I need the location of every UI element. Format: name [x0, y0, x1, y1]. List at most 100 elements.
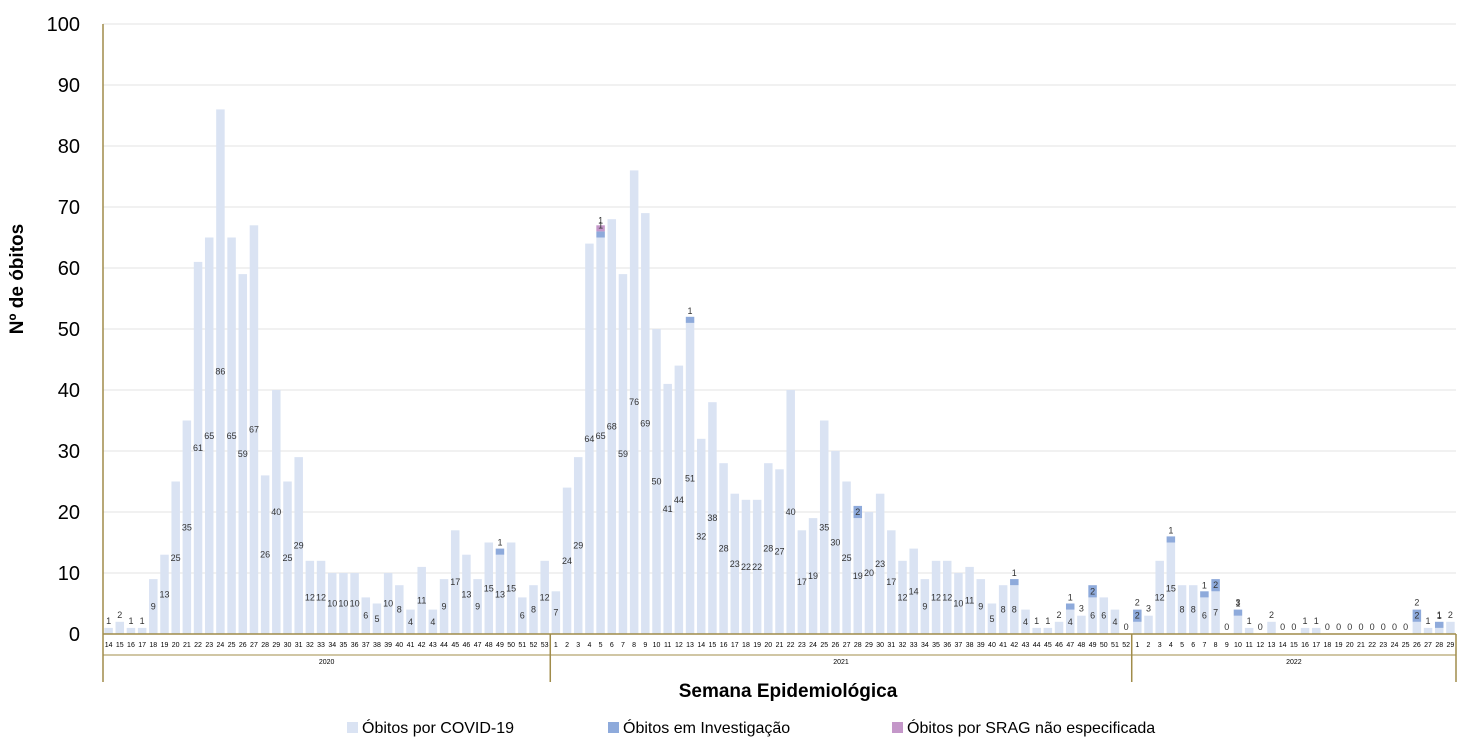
data-label-investigation: 2 [1414, 611, 1419, 621]
x-tick-label: 29 [865, 642, 873, 649]
bar-segment [439, 579, 449, 634]
bar-segment [909, 548, 918, 634]
x-tick-label: 42 [418, 642, 426, 649]
x-tick-label: 32 [306, 642, 314, 649]
x-tick-label: 30 [284, 642, 292, 649]
data-label: 0 [1358, 622, 1363, 632]
x-tick-label: 36 [351, 642, 359, 649]
bar-segment [327, 573, 337, 634]
data-label-investigation: 1 [1168, 525, 1173, 535]
x-tick-label: 51 [1111, 642, 1119, 649]
bar-segment [652, 329, 661, 634]
data-label: 69 [640, 419, 650, 429]
data-label: 26 [260, 550, 270, 560]
data-label: 4 [408, 617, 413, 627]
x-tick-label: 31 [887, 642, 895, 649]
bar-segment [1166, 542, 1176, 634]
x-tick-label: 16 [1301, 642, 1309, 649]
bar-segment [160, 554, 169, 634]
x-tick-label: 44 [1033, 642, 1041, 649]
bar-segment [1211, 591, 1220, 634]
x-tick-label: 29 [272, 642, 280, 649]
x-tick-label: 42 [1010, 642, 1018, 649]
data-label: 4 [1023, 617, 1028, 627]
bar-segment [1412, 609, 1422, 622]
bar-segment [1010, 585, 1019, 634]
data-label: 8 [1180, 605, 1185, 615]
bar-segment [1446, 621, 1455, 634]
data-label: 1 [140, 616, 145, 626]
bar-segment [506, 542, 516, 634]
bar-segment [193, 261, 203, 634]
bar-segment [730, 493, 740, 634]
bar-segment [1244, 627, 1254, 634]
bar-segment [1188, 585, 1198, 634]
x-tick-label: 5 [1180, 642, 1184, 649]
bar-segment [786, 390, 795, 634]
bar-segment [864, 512, 874, 634]
data-label: 2 [1269, 610, 1274, 620]
x-tick-label: 45 [1044, 642, 1052, 649]
bar-segment [350, 573, 359, 634]
bar-segment [987, 603, 997, 634]
bar-segment [1133, 621, 1142, 634]
data-label: 11 [965, 595, 974, 605]
data-label: 20 [864, 568, 874, 578]
x-tick-label: 37 [955, 642, 963, 649]
data-label: 4 [1112, 617, 1117, 627]
bar-segment [137, 627, 147, 634]
data-label: 15 [484, 583, 494, 593]
data-label: 1 [1314, 616, 1319, 626]
data-label: 22 [741, 562, 751, 572]
bar-segment [428, 609, 438, 634]
bar-segment [976, 579, 986, 634]
x-tick-label: 51 [518, 642, 526, 649]
bar-segment [462, 554, 471, 634]
bar-segment [1200, 597, 1209, 634]
bar-segment [149, 579, 158, 634]
year-label: 2022 [1286, 659, 1302, 666]
bar-segment [819, 420, 829, 634]
bar-segment [361, 597, 371, 634]
data-label: 11 [417, 595, 426, 605]
x-tick-label: 29 [1447, 642, 1455, 649]
data-label: 59 [238, 449, 248, 459]
bar-segment [764, 463, 773, 634]
x-tick-label: 8 [632, 642, 636, 649]
data-label: 44 [674, 495, 684, 505]
x-tick-label: 52 [530, 642, 538, 649]
bar-segment [1300, 627, 1310, 634]
x-tick-label: 49 [496, 642, 504, 649]
bar-segment [708, 402, 717, 634]
data-label: 5 [374, 614, 379, 624]
x-tick-label: 10 [1234, 642, 1242, 649]
bar-segment [450, 530, 460, 634]
x-tick-label: 48 [485, 642, 493, 649]
bar-segment [719, 463, 728, 634]
bar-segment [1021, 609, 1030, 634]
bar-segment [104, 627, 113, 634]
data-label: 68 [607, 422, 617, 432]
bar-segment [674, 365, 684, 634]
x-tick-label: 3 [1158, 642, 1162, 649]
x-tick-label: 34 [328, 642, 336, 649]
data-label: 2 [117, 610, 122, 620]
year-label: 2020 [319, 659, 335, 666]
bars [104, 109, 1455, 635]
x-tick-label: 39 [977, 642, 985, 649]
bar-segment [931, 560, 941, 634]
bar-segment [1088, 585, 1097, 598]
x-tick-label: 33 [317, 642, 325, 649]
bar-segment [831, 451, 840, 634]
data-label: 9 [151, 602, 156, 612]
x-tick-label: 20 [1346, 642, 1354, 649]
data-label-investigation: 1 [688, 306, 693, 316]
bar-segment [1267, 621, 1276, 634]
data-label: 22 [752, 562, 762, 572]
x-tick-label: 39 [384, 642, 392, 649]
data-label: 17 [797, 577, 807, 587]
data-label: 10 [338, 599, 348, 609]
x-tick-label: 36 [943, 642, 951, 649]
year-label: 2021 [833, 659, 849, 666]
bar-segment [1155, 560, 1164, 634]
